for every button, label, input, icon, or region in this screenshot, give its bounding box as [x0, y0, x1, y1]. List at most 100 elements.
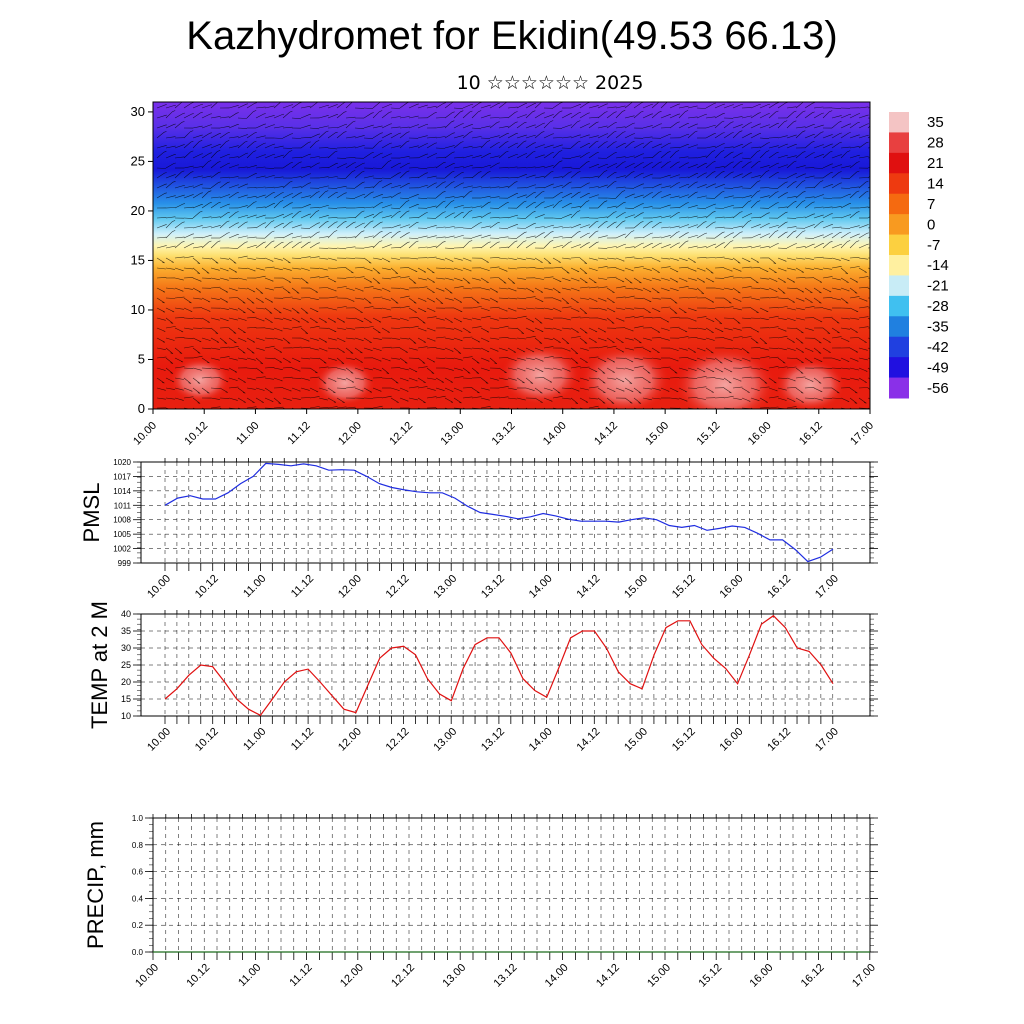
- wind-barb: [723, 297, 732, 304]
- wind-barb: [660, 377, 671, 380]
- wind-barb: [615, 212, 626, 219]
- wind-barb: [345, 246, 356, 249]
- wind-barb: [309, 347, 319, 351]
- x-tick-label: 13.12: [479, 726, 507, 754]
- wind-barb: [498, 396, 509, 399]
- wind-barb: [732, 257, 741, 264]
- wind-barb: [444, 200, 455, 209]
- wind-barb: [363, 257, 372, 264]
- wind-barb: [723, 232, 734, 239]
- wind-barb: [597, 216, 608, 219]
- wind-barb: [732, 144, 743, 149]
- wind-barb: [759, 267, 769, 272]
- wind-barb: [444, 297, 454, 301]
- wind-barb: [471, 155, 482, 159]
- wind-barb: [336, 387, 347, 389]
- wind-barb: [570, 206, 581, 209]
- wind-barb: [408, 115, 419, 119]
- wind-barb: [381, 160, 392, 169]
- wind-barb: [678, 123, 689, 129]
- wind-barb: [318, 221, 329, 229]
- wind-barb: [390, 207, 401, 210]
- wind-barb: [732, 397, 742, 400]
- wind-barb: [642, 232, 653, 239]
- series-line: [164, 614, 834, 717]
- y-tick-label: 0: [138, 401, 145, 416]
- wind-barb: [444, 397, 454, 403]
- wind-barb: [777, 287, 786, 294]
- wind-barb: [849, 347, 859, 353]
- wind-barb: [246, 287, 256, 293]
- wind-barb: [849, 287, 858, 294]
- wind-barb: [210, 225, 221, 229]
- wind-barb: [723, 357, 733, 363]
- wind-barb: [435, 387, 445, 391]
- x-tick-label: 12.12: [389, 962, 417, 990]
- wind-barb: [759, 150, 770, 159]
- wind-barb: [777, 357, 786, 364]
- wind-barb: [489, 377, 499, 381]
- wind-barb: [345, 377, 355, 383]
- wind-barb: [687, 327, 698, 329]
- wind-barb: [651, 397, 661, 400]
- wind-barb: [534, 214, 545, 219]
- wind-barb: [444, 387, 454, 392]
- wind-barb: [480, 406, 491, 409]
- wind-barb: [309, 133, 320, 139]
- wind-barb: [750, 347, 761, 349]
- wind-barb: [255, 142, 266, 149]
- wind-barb: [696, 337, 706, 340]
- wind-barb: [183, 130, 194, 139]
- wind-barb: [444, 120, 455, 129]
- wind-barb: [156, 287, 166, 293]
- wind-barb: [498, 246, 509, 249]
- wind-barb: [300, 346, 311, 349]
- wind-barb: [750, 267, 761, 269]
- wind-barb: [570, 287, 580, 292]
- wind-barb: [786, 267, 796, 271]
- wind-barb: [660, 366, 671, 369]
- x-tick-label: 12.12: [384, 726, 412, 754]
- wind-barb: [300, 307, 309, 314]
- wind-barb: [228, 105, 239, 109]
- wind-barb: [534, 387, 543, 394]
- wind-barb: [570, 210, 581, 219]
- wind-barb: [480, 114, 491, 119]
- wind-barb: [408, 194, 419, 199]
- wind-barb: [201, 216, 212, 219]
- wind-barb: [804, 201, 815, 209]
- wind-barb: [624, 337, 634, 341]
- wind-barb: [372, 125, 383, 129]
- wind-barb: [390, 267, 399, 274]
- wind-barb: [633, 242, 644, 249]
- wind-barb: [840, 287, 850, 292]
- wind-barb: [372, 277, 381, 284]
- wind-barb: [219, 140, 230, 149]
- wind-barb: [201, 175, 212, 179]
- wind-barb: [651, 367, 662, 369]
- wind-barb: [516, 121, 527, 129]
- wind-barb: [264, 105, 275, 109]
- wind-barb: [741, 317, 752, 320]
- wind-barb: [210, 102, 219, 109]
- wind-barb: [165, 145, 176, 149]
- wind-barb: [642, 317, 653, 319]
- wind-barb: [804, 134, 815, 139]
- wind-barb: [345, 267, 354, 274]
- x-tick-label: 10.00: [145, 573, 173, 601]
- wind-barb: [507, 166, 518, 169]
- wind-barb: [165, 397, 175, 400]
- wind-barb: [840, 123, 851, 129]
- wind-barb: [354, 287, 364, 292]
- wind-barb: [273, 126, 284, 129]
- wind-barb: [255, 297, 264, 303]
- wind-barb: [849, 233, 860, 239]
- wind-barb: [165, 110, 176, 119]
- wind-barb: [795, 216, 806, 219]
- wind-barb: [831, 336, 842, 339]
- wind-barb: [543, 240, 554, 249]
- wind-barb: [399, 162, 410, 169]
- wind-barb: [561, 136, 572, 139]
